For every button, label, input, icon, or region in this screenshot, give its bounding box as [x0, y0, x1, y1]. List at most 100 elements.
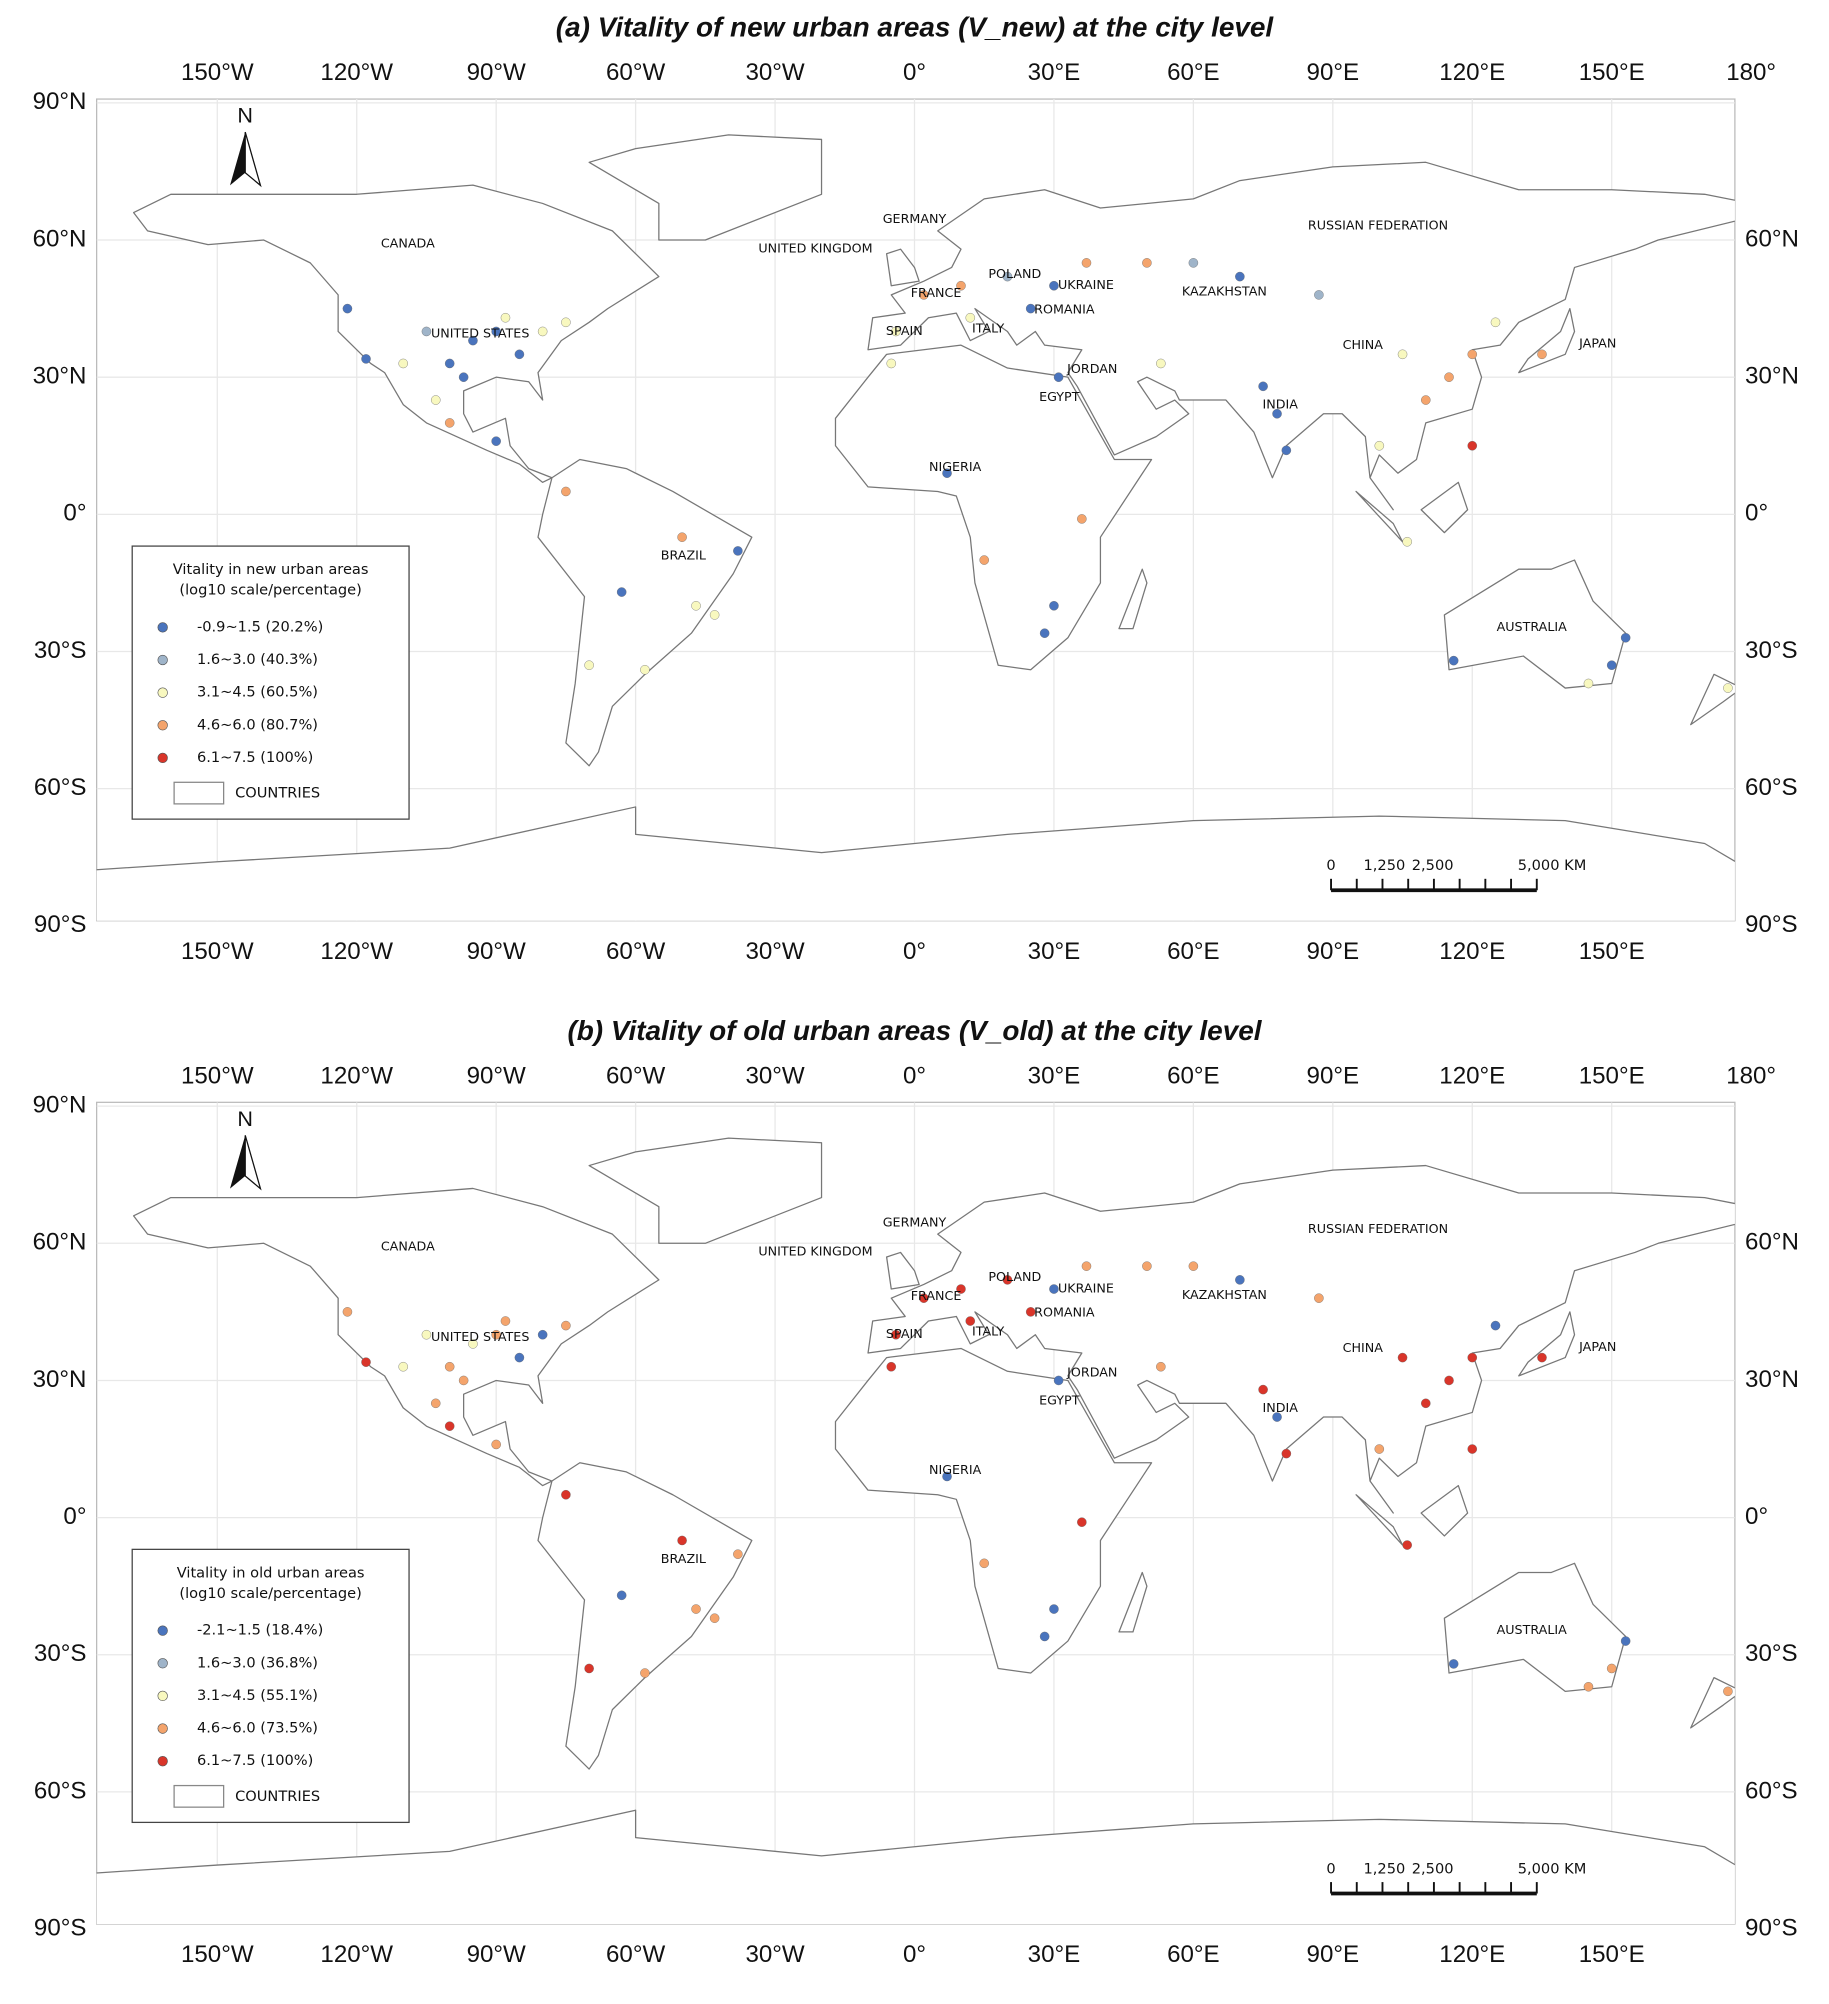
city-point — [965, 1316, 976, 1326]
city-point — [1081, 1261, 1092, 1271]
city-point — [733, 546, 743, 556]
legend-swatch — [157, 1690, 168, 1702]
legend-swatch — [157, 622, 168, 633]
city-point — [979, 1558, 989, 1569]
legend-label: -2.1~1.5 (18.4%) — [197, 1622, 323, 1639]
country-label: POLAND — [988, 1269, 1041, 1284]
city-point — [1444, 372, 1454, 382]
country-label: GERMANY — [883, 1214, 947, 1229]
city-point — [1258, 381, 1268, 392]
lon-tick-label: 0° — [903, 59, 926, 86]
city-point — [537, 326, 548, 337]
lat-tick-label: 60°N — [1745, 1229, 1799, 1256]
city-point — [956, 280, 966, 291]
city-point — [421, 326, 432, 337]
country-label: BRAZIL — [661, 1551, 706, 1566]
legend-label: 3.1~4.5 (60.5%) — [197, 684, 318, 701]
land — [1420, 1484, 1469, 1537]
scale-label: 0 — [1326, 857, 1335, 874]
lon-tick-label: 90°E — [1307, 1941, 1360, 1968]
city-point — [430, 395, 441, 405]
land — [537, 1462, 753, 1770]
city-point — [891, 326, 901, 337]
land — [1518, 307, 1576, 374]
city-point — [691, 1604, 701, 1614]
lat-tick-label: 30°S — [1745, 1640, 1798, 1667]
scale-label: 0 — [1326, 1860, 1335, 1877]
city-point — [1281, 1448, 1292, 1459]
lat-tick-label: 0° — [1745, 1503, 1768, 1530]
city-point — [677, 532, 687, 542]
country-label: AUSTRALIA — [1497, 1622, 1568, 1637]
city-point — [1156, 1361, 1166, 1372]
city-point — [1467, 349, 1478, 360]
lat-tick-label: 30°S — [34, 1640, 87, 1667]
city-point — [1081, 258, 1092, 268]
land — [1118, 1571, 1148, 1633]
city-point — [1402, 1540, 1412, 1550]
legend-label: 4.6~6.0 (73.5%) — [197, 1720, 318, 1737]
city-point — [919, 290, 929, 300]
land — [867, 1164, 1735, 1514]
city-point — [709, 1613, 720, 1623]
lon-tick-label: 120°W — [320, 1941, 393, 1968]
north-arrow-right — [244, 1135, 262, 1191]
lon-tick-label: 60°W — [606, 59, 665, 86]
city-point — [1188, 258, 1199, 268]
legend-swatch — [157, 1625, 168, 1636]
land — [132, 184, 660, 483]
north-arrow-right — [244, 131, 262, 188]
lon-tick-label: 60°W — [606, 938, 665, 965]
city-point — [1467, 440, 1478, 451]
land — [885, 1251, 920, 1290]
lat-tick-label: 90°S — [1745, 1914, 1798, 1941]
city-point — [491, 326, 501, 337]
legend-swatch — [157, 752, 168, 764]
city-point — [398, 1361, 408, 1372]
legend-box — [131, 1548, 410, 1824]
lon-tick-label: 150°E — [1579, 1062, 1645, 1089]
city-point — [361, 1357, 371, 1367]
lon-tick-label: 120°E — [1439, 1062, 1505, 1089]
city-point — [1258, 1384, 1268, 1395]
land — [1518, 1311, 1576, 1377]
legend-label: 6.1~7.5 (100%) — [197, 1752, 313, 1769]
city-point — [1397, 1352, 1408, 1363]
lat-tick-label: 90°N — [33, 1092, 87, 1119]
city-point — [942, 1471, 952, 1482]
north-label: N — [237, 103, 253, 128]
lon-tick-label: 0° — [903, 938, 926, 965]
lon-tick-label: 120°W — [320, 938, 393, 965]
lon-tick-label: 30°E — [1028, 1062, 1081, 1089]
city-point — [709, 610, 720, 620]
lon-tick-label: 150°E — [1579, 938, 1645, 965]
city-point — [1490, 1320, 1501, 1331]
lon-tick-label: 150°W — [181, 1941, 254, 1968]
city-point — [733, 1549, 743, 1559]
lon-tick-label: 120°E — [1439, 1941, 1505, 1968]
country-label: ROMANIA — [1034, 1305, 1095, 1320]
lon-tick-label: 30°E — [1028, 938, 1081, 965]
country-label: ITALY — [972, 320, 1005, 335]
legend-title: (log10 scale/percentage) — [179, 1585, 361, 1602]
city-point — [491, 1439, 501, 1450]
legend-boundary-label: COUNTRIES — [235, 785, 320, 802]
city-point — [616, 587, 627, 597]
legend-swatch — [157, 687, 168, 698]
legend-swatch — [157, 1658, 168, 1669]
city-point — [342, 303, 353, 314]
city-point — [691, 601, 701, 611]
country-label: BRAZIL — [661, 548, 706, 563]
city-point — [1537, 1352, 1547, 1363]
country-label: RUSSIAN FEDERATION — [1308, 218, 1448, 233]
country-label: CANADA — [381, 1239, 435, 1254]
legend-box — [131, 545, 410, 820]
land — [885, 248, 920, 287]
country-label: UNITED STATES — [431, 1329, 529, 1344]
legend-label: 1.6~3.0 (36.8%) — [197, 1654, 318, 1671]
country-label: SPAIN — [886, 323, 923, 338]
city-point — [444, 1361, 455, 1372]
city-point — [640, 665, 650, 675]
land — [132, 1187, 660, 1487]
city-point — [1374, 1444, 1385, 1454]
